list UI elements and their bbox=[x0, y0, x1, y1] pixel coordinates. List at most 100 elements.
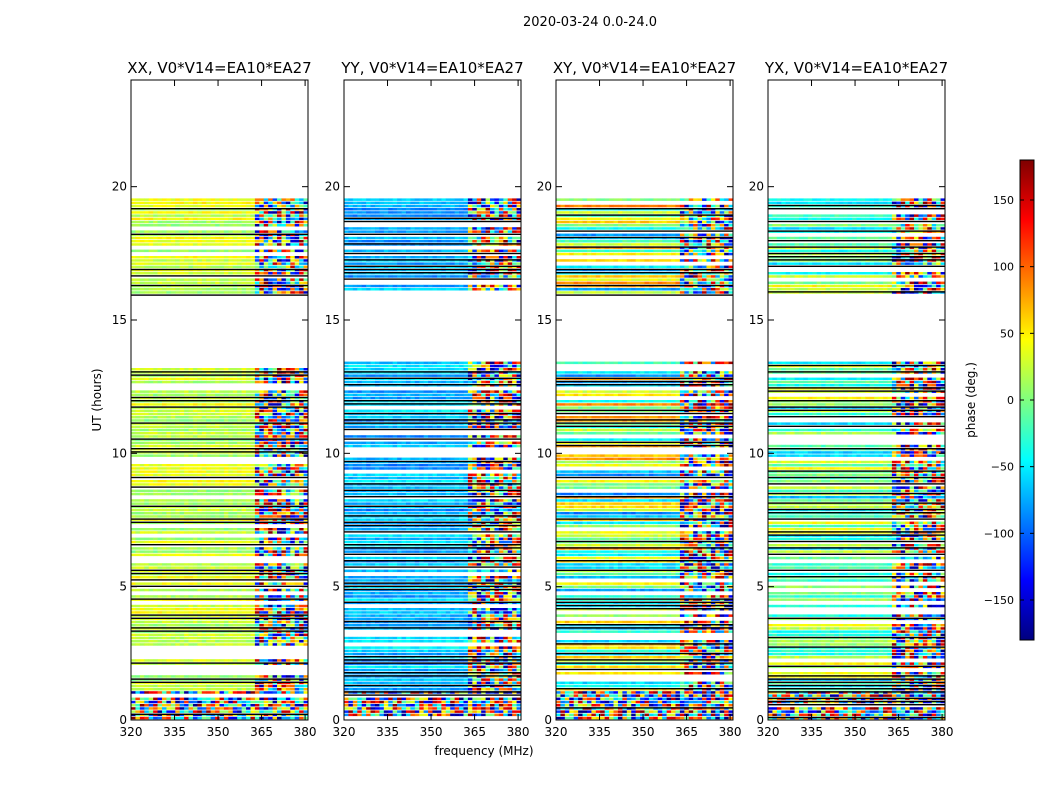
phase-cell bbox=[135, 230, 141, 233]
phase-cell bbox=[268, 588, 273, 592]
phase-cell bbox=[259, 633, 265, 637]
phase-cell bbox=[272, 432, 278, 435]
phase-cell bbox=[135, 595, 141, 598]
phase-cell bbox=[299, 288, 304, 291]
phase-cell bbox=[268, 480, 273, 483]
phase-cell bbox=[223, 368, 229, 371]
phase-cell bbox=[294, 636, 300, 640]
phase-cell bbox=[246, 515, 251, 518]
phase-cell bbox=[232, 425, 238, 429]
phase-cell bbox=[179, 249, 185, 253]
phase-cell bbox=[366, 707, 371, 710]
phase-cell bbox=[179, 236, 185, 240]
phase-cell bbox=[299, 540, 304, 544]
phase-cell bbox=[161, 259, 167, 262]
phase-cell bbox=[348, 700, 354, 704]
phase-cell bbox=[263, 553, 269, 557]
phase-cell bbox=[263, 611, 269, 614]
phase-cell bbox=[131, 428, 136, 432]
phase-cell bbox=[219, 566, 225, 569]
phase-cell bbox=[215, 537, 220, 541]
phase-cell bbox=[228, 620, 234, 624]
phase-cell bbox=[197, 588, 203, 592]
phase-cell bbox=[285, 243, 291, 246]
phase-cell bbox=[206, 582, 211, 585]
phase-cell bbox=[219, 419, 225, 422]
phase-cell bbox=[219, 531, 225, 534]
phase-cell bbox=[237, 480, 242, 483]
phase-cell bbox=[223, 633, 229, 637]
phase-cell bbox=[237, 547, 242, 550]
phase-cell bbox=[219, 691, 225, 694]
phase-cell bbox=[157, 278, 163, 281]
phase-cell bbox=[131, 624, 136, 627]
phase-cell bbox=[290, 432, 296, 435]
phase-cell bbox=[153, 230, 158, 233]
phase-cell bbox=[237, 608, 242, 611]
phase-cell bbox=[166, 710, 172, 713]
phase-cell bbox=[277, 201, 282, 205]
phase-cell bbox=[268, 201, 273, 205]
phase-cell bbox=[153, 278, 158, 281]
phase-cell bbox=[246, 611, 251, 614]
phase-cell bbox=[272, 636, 278, 640]
phase-cell bbox=[285, 540, 291, 544]
phase-cell bbox=[148, 483, 154, 486]
phase-cell bbox=[166, 684, 172, 688]
phase-cell bbox=[170, 243, 176, 246]
phase-cell bbox=[268, 582, 273, 585]
phase-cell bbox=[272, 633, 278, 637]
phase-cell bbox=[294, 483, 300, 486]
phase-cell bbox=[139, 531, 145, 534]
phase-cell bbox=[250, 489, 256, 493]
phase-cell bbox=[179, 595, 185, 598]
phase-cell bbox=[263, 265, 269, 269]
phase-cell bbox=[285, 432, 291, 435]
phase-cell bbox=[139, 688, 145, 691]
phase-cell bbox=[232, 473, 238, 477]
phase-cell bbox=[170, 553, 176, 557]
phase-cell bbox=[170, 502, 176, 505]
phase-cell bbox=[188, 537, 194, 541]
phase-cell bbox=[285, 201, 291, 205]
phase-cell bbox=[254, 620, 260, 624]
phase-cell bbox=[303, 707, 308, 710]
phase-cell bbox=[210, 409, 216, 413]
phase-cell bbox=[153, 444, 158, 448]
phase-cell bbox=[263, 281, 269, 285]
phase-cell bbox=[157, 483, 163, 486]
phase-cell bbox=[161, 540, 167, 544]
phase-cell bbox=[268, 204, 273, 208]
phase-cell bbox=[467, 700, 473, 704]
phase-cell bbox=[485, 704, 491, 707]
phase-cell bbox=[192, 691, 198, 694]
phase-cell bbox=[481, 697, 486, 701]
scan-separator bbox=[131, 476, 308, 479]
phase-cell bbox=[281, 444, 287, 448]
phase-cell bbox=[272, 464, 278, 467]
phase-cell bbox=[254, 236, 260, 240]
phase-cell bbox=[157, 608, 163, 611]
phase-cell bbox=[303, 473, 308, 477]
phase-cell bbox=[228, 563, 234, 566]
phase-cell bbox=[290, 224, 296, 227]
phase-cell bbox=[206, 416, 211, 419]
phase-cell bbox=[131, 473, 136, 477]
phase-cell bbox=[157, 454, 163, 457]
phase-cell bbox=[303, 582, 308, 585]
phase-cell bbox=[259, 288, 265, 291]
phase-cell bbox=[135, 483, 141, 486]
phase-cell bbox=[215, 547, 220, 550]
phase-cell bbox=[170, 256, 176, 259]
phase-cell bbox=[259, 432, 265, 435]
phase-cell bbox=[277, 214, 282, 217]
phase-cell bbox=[228, 515, 234, 518]
phase-cell bbox=[268, 499, 273, 502]
phase-cell bbox=[237, 537, 242, 541]
phase-cell bbox=[259, 553, 265, 557]
phase-cell bbox=[299, 236, 304, 240]
phase-cell bbox=[219, 550, 225, 553]
phase-cell bbox=[184, 454, 189, 457]
scan-separator bbox=[131, 208, 308, 210]
phase-cell bbox=[192, 624, 198, 627]
